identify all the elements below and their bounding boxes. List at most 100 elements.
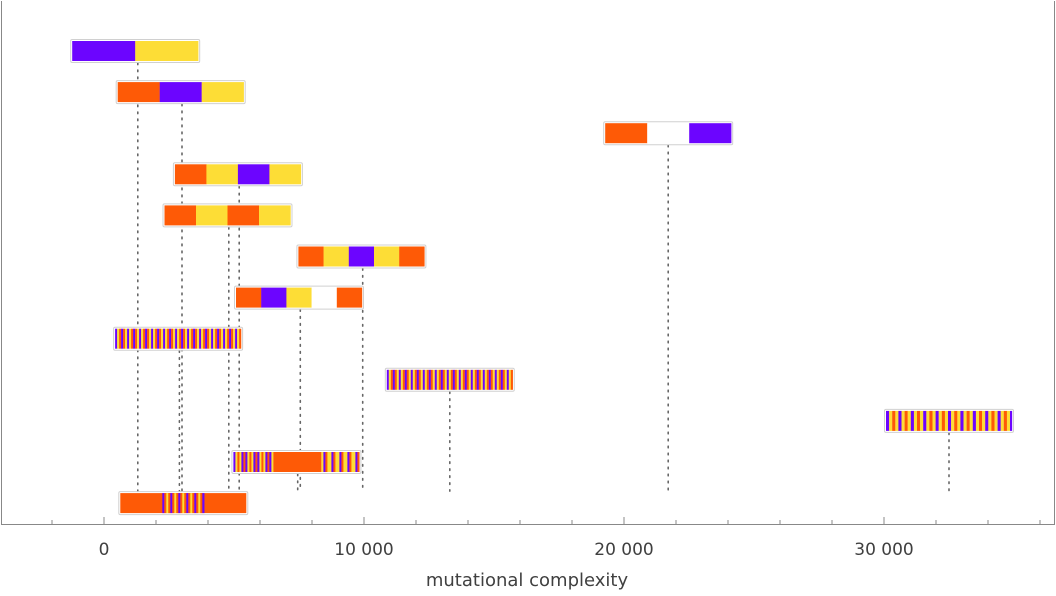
- seq-7-block-2: [261, 287, 287, 308]
- seq-9-stripe: [468, 369, 471, 390]
- seq-9-stripe: [422, 369, 425, 390]
- seq-12-middle-stripe: [182, 493, 185, 514]
- seq-10-stripe: [994, 410, 998, 431]
- seq-10-stripe: [892, 410, 896, 431]
- seq-8-stripe: [213, 328, 216, 349]
- seq-11-left-stripe: [243, 452, 246, 472]
- seq-12-middle-stripe: [174, 493, 177, 514]
- seq-12-middle-stripe: [194, 493, 197, 514]
- seq-11-middle: [275, 452, 322, 472]
- seq-8-stripe: [115, 328, 118, 349]
- seq-9-stripe: [440, 369, 443, 390]
- sequence-bars: [70, 39, 1014, 516]
- seq-8-stripe: [187, 328, 190, 349]
- seq-5-block-2: [196, 205, 228, 226]
- seq-8-stripe: [117, 328, 120, 349]
- seq-10-stripe: [1003, 410, 1008, 431]
- seq-11-left-stripe: [253, 452, 256, 472]
- seq-8-stripe: [207, 328, 210, 349]
- seq-11-left-stripe: [255, 452, 258, 472]
- seq-10-stripe: [889, 410, 893, 431]
- seq-6-block-3: [348, 246, 375, 267]
- seq-11-left-stripe: [241, 452, 244, 472]
- seq-9-stripe: [414, 369, 417, 390]
- seq-11-left-stripe: [269, 452, 272, 472]
- seq-11-right-stripe: [341, 452, 344, 472]
- seq-11: [231, 450, 362, 474]
- seq-8-stripe: [219, 328, 222, 349]
- seq-4-block-1: [174, 164, 207, 185]
- seq-9-stripe: [462, 369, 465, 390]
- seq-11-left-stripe: [261, 452, 264, 472]
- seq-10-stripe: [982, 410, 986, 431]
- seq-11-right-stripe: [343, 452, 346, 472]
- seq-9-stripe: [442, 369, 445, 390]
- seq-9-stripe: [472, 369, 475, 390]
- seq-10-stripe: [951, 410, 955, 431]
- seq-9-stripe: [410, 369, 413, 390]
- seq-9-stripe: [426, 369, 429, 390]
- seq-8-stripe: [157, 328, 160, 349]
- seq-9-stripe: [460, 369, 463, 390]
- seq-4-block-4: [269, 164, 302, 185]
- seq-8-stripe: [201, 328, 204, 349]
- seq-10-stripe: [954, 410, 958, 431]
- seq-3-block-1: [605, 123, 648, 144]
- seq-10-stripe: [938, 410, 942, 431]
- seq-11-left-stripe: [249, 452, 252, 472]
- seq-9-stripe: [454, 369, 457, 390]
- seq-9-stripe: [408, 369, 411, 390]
- seq-9-stripe: [488, 369, 491, 390]
- seq-10-stripe: [935, 410, 939, 431]
- plot-frame: [1, 1, 1055, 525]
- seq-8-stripe: [179, 328, 182, 349]
- seq-9-stripe: [476, 369, 479, 390]
- seq-2-block-1: [117, 82, 160, 103]
- seq-11-left-stripe: [235, 452, 238, 472]
- seq-8-stripe: [155, 328, 158, 349]
- seq-11-left-stripe: [263, 452, 266, 472]
- seq-8-stripe: [147, 328, 150, 349]
- seq-8-stripe: [191, 328, 194, 349]
- seq-11-right-stripe: [329, 452, 332, 472]
- seq-8-stripe: [123, 328, 126, 349]
- seq-12-middle-stripe: [196, 493, 199, 514]
- seq-8-stripe: [233, 328, 236, 349]
- seq-10-stripe: [886, 410, 890, 431]
- seq-8-stripe: [143, 328, 146, 349]
- seq-10-stripe: [932, 410, 936, 431]
- seq-9-stripe: [458, 369, 461, 390]
- seq-8-stripe: [185, 328, 188, 349]
- seq-6-block-1: [298, 246, 324, 267]
- seq-11-right-stripe: [331, 452, 334, 472]
- seq-10-stripe: [923, 410, 927, 431]
- seq-11-left-stripe: [251, 452, 254, 472]
- seq-12-middle-stripe: [164, 493, 167, 514]
- seq-7-block-3: [286, 287, 312, 308]
- seq-9-stripe: [480, 369, 483, 390]
- seq-10-stripe: [901, 410, 905, 431]
- seq-10-stripe: [895, 410, 899, 431]
- seq-12-middle-stripe: [184, 493, 187, 514]
- seq-8-stripe: [175, 328, 178, 349]
- seq-9-stripe: [456, 369, 459, 390]
- seq-9-stripe: [466, 369, 469, 390]
- seq-10-stripe: [979, 410, 983, 431]
- seq-9-stripe: [470, 369, 473, 390]
- seq-6-block-5: [399, 246, 425, 267]
- seq-11-right-stripe: [351, 452, 354, 472]
- seq-10-stripe: [948, 410, 952, 431]
- seq-9-stripe: [404, 369, 407, 390]
- seq-11-left-stripe: [245, 452, 248, 472]
- seq-11-right-stripe: [339, 452, 342, 472]
- seq-8-stripe: [189, 328, 192, 349]
- seq-12-middle-stripe: [192, 493, 195, 514]
- seq-9-stripe: [412, 369, 415, 390]
- seq-9-stripe: [390, 369, 393, 390]
- seq-11-left-stripe: [259, 452, 262, 472]
- seq-10-stripe: [904, 410, 908, 431]
- seq-8-stripe: [125, 328, 128, 349]
- seq-5-block-3: [227, 205, 260, 226]
- seq-9-stripe: [474, 369, 477, 390]
- seq-11-right-stripe: [335, 452, 338, 472]
